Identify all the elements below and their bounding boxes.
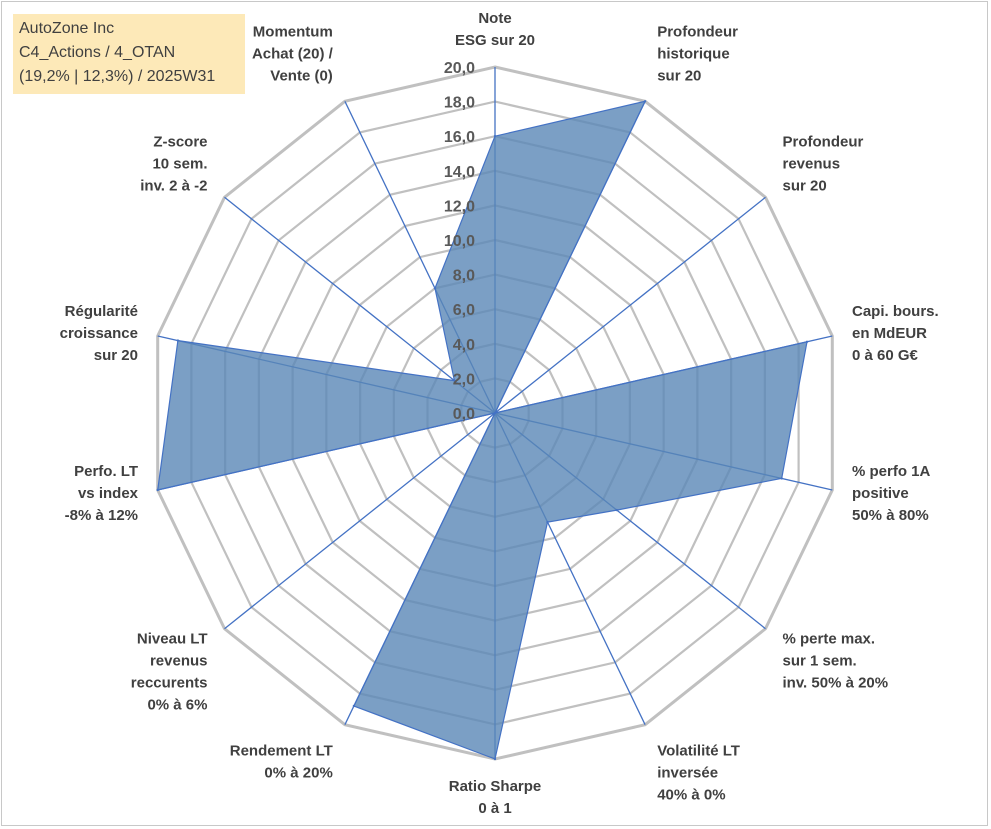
data-point bbox=[493, 757, 497, 761]
axis-label-line: positive bbox=[852, 485, 909, 502]
tick-label: 12,0 bbox=[444, 198, 475, 215]
axis-label-line: Capi. bours. bbox=[852, 303, 939, 320]
data-point bbox=[805, 340, 809, 343]
axis-label-line: Profondeur bbox=[657, 24, 738, 41]
axis-label: Rendement LT 0% à 20% bbox=[230, 742, 333, 781]
axis-label-line: vs index bbox=[78, 485, 139, 502]
axis-label-line: inversée bbox=[657, 764, 718, 781]
tick-label: 14,0 bbox=[444, 164, 475, 181]
axis-label-line: Momentum bbox=[253, 24, 333, 41]
title-line-category: C4_Actions / 4_OTAN bbox=[19, 44, 176, 61]
data-point bbox=[780, 477, 783, 480]
axis-label-line: Note bbox=[478, 10, 511, 27]
axis-label: Ratio Sharpe 0 à 1 bbox=[449, 778, 542, 817]
axis-label: Volatilité LT inversée 40% à 0% bbox=[657, 742, 740, 803]
axis-spoke bbox=[224, 196, 496, 414]
title-line-stats: (19,2% | 12,3%) / 2025W31 bbox=[19, 68, 216, 85]
axis-label-line: % perfo 1A bbox=[852, 463, 931, 480]
data-point bbox=[352, 704, 356, 708]
axis-label-line: -8% à 12% bbox=[65, 507, 138, 524]
axis-spoke bbox=[224, 412, 496, 630]
series-area bbox=[156, 100, 808, 760]
axis-label-line: 50% à 80% bbox=[852, 507, 929, 524]
tick-label: 18,0 bbox=[444, 95, 475, 112]
data-point bbox=[433, 287, 437, 290]
chart-title-box: AutoZone Inc C4_Actions / 4_OTAN (19,2% … bbox=[13, 14, 245, 94]
tick-label: 16,0 bbox=[444, 129, 475, 146]
data-point bbox=[615, 508, 618, 512]
tick-label: 8,0 bbox=[453, 268, 475, 285]
axis-label-line: 0 à 1 bbox=[478, 800, 511, 817]
axis-label-line: 0 à 60 G€ bbox=[852, 347, 919, 364]
tick-label: 6,0 bbox=[453, 302, 475, 319]
axis-label-line: croissance bbox=[60, 325, 138, 342]
axis-label: Perfo. LT vs index -8% à 12% bbox=[65, 463, 139, 524]
data-point bbox=[546, 520, 549, 524]
axis-label-line: sur 1 sem. bbox=[783, 653, 857, 670]
axis-label-line: Achat (20) / bbox=[252, 46, 334, 63]
tick-label: 0,0 bbox=[453, 406, 475, 423]
axis-label: Capi. bours. en MdEUR 0 à 60 G€ bbox=[852, 303, 939, 364]
axis-label: % perte max. sur 1 sem. inv. 50% à 20% bbox=[783, 631, 889, 692]
axis-label: Z-score 10 sem. inv. 2 à -2 bbox=[140, 134, 207, 195]
axis-label-line: en MdEUR bbox=[852, 325, 927, 342]
axis-label: Niveau LT revenus reccurents 0% à 6% bbox=[131, 631, 208, 714]
axis-label-line: Volatilité LT bbox=[657, 742, 740, 759]
axis-label-line: Profondeur bbox=[783, 134, 864, 151]
tick-label: 10,0 bbox=[444, 233, 475, 250]
axis-label: Note ESG sur 20 bbox=[455, 10, 535, 49]
axis-label-line: Perfo. LT bbox=[74, 463, 138, 480]
axis-label-line: inv. 2 à -2 bbox=[140, 178, 207, 195]
tick-label: 20,0 bbox=[444, 60, 475, 77]
axis-label: Profondeur revenus sur 20 bbox=[783, 134, 864, 195]
data-point bbox=[493, 411, 497, 415]
axis-label-line: sur 20 bbox=[94, 347, 138, 364]
axis-label-line: historique bbox=[657, 46, 730, 63]
data-point bbox=[453, 379, 456, 382]
axis-label-line: ESG sur 20 bbox=[455, 32, 535, 49]
axis-label: Profondeur historique sur 20 bbox=[657, 24, 738, 85]
data-point bbox=[156, 488, 159, 492]
axis-label-line: revenus bbox=[150, 653, 208, 670]
axis-label-line: Vente (0) bbox=[270, 68, 333, 85]
axis-label-line: Z-score bbox=[153, 134, 207, 151]
axis-label-line: sur 20 bbox=[783, 178, 827, 195]
data-point bbox=[643, 100, 647, 103]
axis-label-line: 0% à 20% bbox=[264, 764, 332, 781]
tick-label: 2,0 bbox=[453, 371, 475, 388]
axis-label-line: Rendement LT bbox=[230, 742, 333, 759]
axis-label-line: Régularité bbox=[65, 303, 138, 320]
axis-label: Momentum Achat (20) / Vente (0) bbox=[252, 24, 334, 85]
axis-label-line: Niveau LT bbox=[137, 631, 208, 648]
radar-series bbox=[156, 100, 809, 761]
axis-label-line: sur 20 bbox=[657, 68, 701, 85]
axis-spoke bbox=[494, 196, 766, 414]
axis-label-line: Ratio Sharpe bbox=[449, 778, 542, 795]
axis-label-line: % perte max. bbox=[783, 631, 876, 648]
radar-axis-labels: Note ESG sur 20 Profondeur historique sur 20… bbox=[60, 10, 939, 817]
data-point bbox=[176, 339, 180, 342]
axis-label-line: 0% à 6% bbox=[147, 697, 207, 714]
axis-label-line: reccurents bbox=[131, 675, 208, 692]
axis-label-line: inv. 50% à 20% bbox=[783, 675, 889, 692]
axis-label-line: 10 sem. bbox=[152, 156, 207, 173]
tick-label: 4,0 bbox=[453, 337, 475, 354]
axis-label-line: revenus bbox=[783, 156, 841, 173]
title-line-company: AutoZone Inc bbox=[19, 20, 115, 37]
radar-tick-labels: 0,0 2,0 4,0 6,0 8,0 10,0 12,0 14,0 16,0 18,0 20,0 bbox=[444, 60, 475, 423]
axis-label-line: 40% à 0% bbox=[657, 786, 725, 803]
axis-label: Régularité croissance sur 20 bbox=[60, 303, 138, 364]
axis-label: % perfo 1A positive 50% à 80% bbox=[852, 463, 931, 524]
data-point bbox=[493, 135, 497, 138]
